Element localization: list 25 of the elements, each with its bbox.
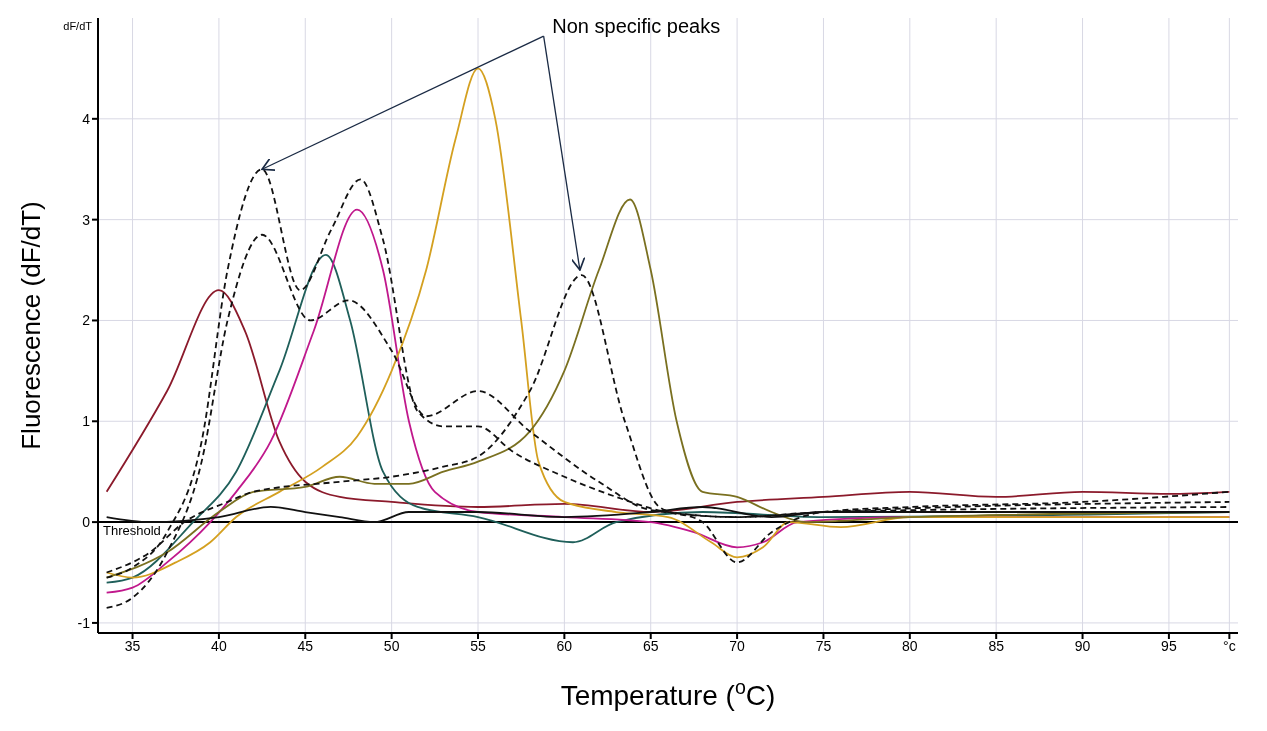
x-tick-label: 55 [470,637,486,654]
x-tick-label: 90 [1074,637,1091,654]
x-tick-label: 75 [815,637,832,654]
x-tick-label: 45 [297,637,314,654]
y-tick-label: 4 [82,110,91,127]
x-tick-label: 85 [988,637,1005,654]
ref-line-label: Threshold [103,523,161,539]
x-tick-label: 80 [902,637,918,654]
x-tick-label: °c [1223,637,1236,654]
y-tick-label: 2 [82,312,91,329]
y-tick-label: 0 [82,514,91,531]
x-axis-title: Temperature ($^{o}$C) [560,676,776,711]
x-tick-label: 60 [556,637,573,654]
y-axis-title: Fluorescence (dF/dT) [16,201,46,450]
annotation: Non specific peaks [552,15,721,38]
y-tick-label: -1 [77,614,91,631]
y-tick-label: 3 [82,211,91,228]
x-tick-label: 40 [211,637,227,654]
y-tick-label: 1 [82,413,91,430]
x-tick-label: 35 [124,637,141,654]
text: dF/dT [63,20,93,32]
x-tick-label: 95 [1161,637,1177,654]
x-tick-label: 50 [383,637,400,654]
x-tick-label: 65 [642,637,659,654]
x-tick-label: 70 [729,637,746,654]
